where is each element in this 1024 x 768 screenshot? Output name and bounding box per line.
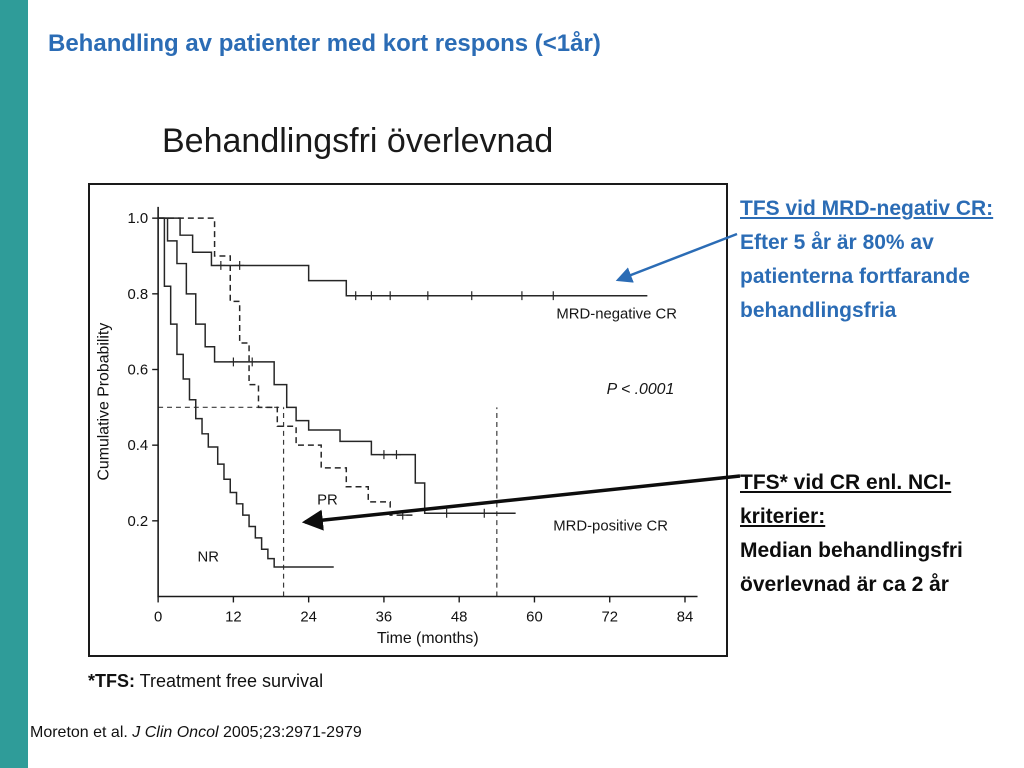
citation: Moreton et al. J Clin Oncol 2005;23:2971… <box>30 724 362 742</box>
x-tick-label: 12 <box>225 609 242 625</box>
y-tick-label: 0.2 <box>128 514 149 530</box>
mrd-note: TFS vid MRD-negativ CR: Efter 5 år är 80… <box>740 192 1024 328</box>
mrd-note-line-2: patienterna fortfarande <box>740 265 970 288</box>
mrd-note-line-1: Efter 5 år är 80% av <box>740 231 934 254</box>
x-axis-label: Time (months) <box>377 630 479 647</box>
mrd-note-title: TFS vid MRD-negativ CR: <box>740 197 994 220</box>
slide-title: Behandlingsfri överlevnad <box>162 122 554 160</box>
censor-mark <box>479 508 489 518</box>
y-axis-label: Cumulative Probability <box>96 323 113 481</box>
series-line-mrd-negative-cr <box>158 217 648 297</box>
footnote: *TFS: Treatment free survival <box>88 671 323 692</box>
series-line-nr <box>158 217 334 568</box>
y-tick-label: 1.0 <box>128 211 149 227</box>
x-tick-label: 0 <box>154 609 162 625</box>
censor-mark <box>398 510 408 520</box>
censor-mark <box>548 291 558 301</box>
censor-mark <box>235 260 245 270</box>
footnote-text: Treatment free survival <box>135 671 324 691</box>
x-tick-label: 24 <box>300 609 317 625</box>
series-line-pr <box>158 217 416 516</box>
curve-label-mrd-negative-cr: MRD-negative CR <box>556 306 677 322</box>
x-tick-label: 36 <box>376 609 393 625</box>
accent-bar <box>0 0 28 768</box>
nci-note-line-2: överlevnad är ca 2 år <box>740 573 949 596</box>
km-chart: 1.0 0.8 0.6 0.4 0.2 0 12 24 36 48 60 72 84 Time (mont… <box>96 206 698 647</box>
nci-note-title-1: TFS* vid CR enl. NCI- <box>740 471 952 494</box>
censor-mark <box>351 291 361 301</box>
x-tick-label: 60 <box>526 609 543 625</box>
censor-mark <box>247 357 257 367</box>
series-line-mrd-positive-cr <box>158 217 516 515</box>
slide-heading: Behandling av patienter med kort respons… <box>48 30 601 57</box>
curve-label-nr: NR <box>198 550 220 566</box>
footnote-term: *TFS: <box>88 671 135 691</box>
censor-mark <box>366 291 376 301</box>
citation-volume: 2005;23:2971-2979 <box>218 724 362 741</box>
x-tick-label: 84 <box>677 609 694 625</box>
citation-authors: Moreton et al. <box>30 724 133 741</box>
citation-journal: J Clin Oncol <box>132 724 219 741</box>
censor-mark <box>228 357 238 367</box>
x-tick-label: 48 <box>451 609 468 625</box>
p-value-label: P < .0001 <box>607 381 675 398</box>
x-tick-label: 72 <box>601 609 618 625</box>
nci-note: TFS* vid CR enl. NCI- kriterier: Median … <box>740 466 1024 602</box>
y-tick-label: 0.4 <box>128 438 149 454</box>
censor-mark <box>423 291 433 301</box>
censor-mark <box>379 450 389 460</box>
censor-mark <box>385 291 395 301</box>
nci-note-title-2: kriterier: <box>740 505 826 528</box>
curve-label-mrd-positive-cr: MRD-positive CR <box>553 518 668 534</box>
censor-mark <box>392 450 401 460</box>
censor-mark <box>442 508 452 518</box>
nci-note-line-1: Median behandlingsfri <box>740 539 963 562</box>
censor-mark <box>467 291 477 301</box>
y-tick-label: 0.8 <box>128 287 149 303</box>
mrd-note-line-3: behandlingsfria <box>740 299 897 322</box>
axes <box>157 206 698 598</box>
curve-label-pr: PR <box>317 493 338 509</box>
censor-mark <box>517 291 527 301</box>
y-tick-label: 0.6 <box>128 362 149 378</box>
chart-frame: 1.0 0.8 0.6 0.4 0.2 0 12 24 36 48 60 72 84 Time (mont… <box>88 183 728 657</box>
censor-mark <box>216 260 226 270</box>
